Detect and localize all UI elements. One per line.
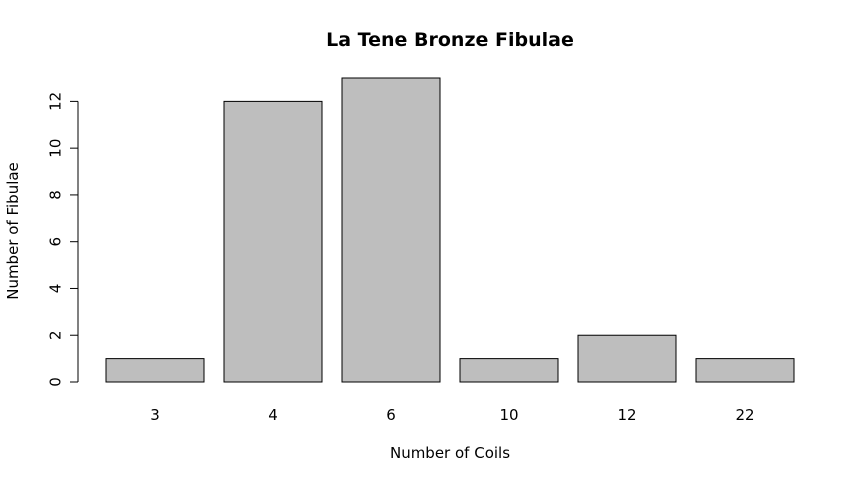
x-tick-label: 4	[268, 406, 278, 424]
y-axis-label: Number of Fibulae	[4, 162, 22, 300]
x-tick-label: 10	[499, 406, 518, 424]
x-tick-label: 3	[150, 406, 160, 424]
y-tick-label: 8	[46, 190, 64, 200]
y-tick-label: 0	[46, 377, 64, 387]
y-tick-label: 2	[46, 330, 64, 340]
y-tick-label: 12	[46, 92, 64, 111]
bar-22	[695, 358, 795, 383]
y-axis: 0 2 4 6 8 10 12	[46, 92, 79, 387]
chart-title: La Tene Bronze Fibulae	[326, 29, 574, 51]
x-axis-label: Number of Coils	[390, 444, 510, 462]
bar-12	[577, 334, 677, 383]
bar-10	[459, 358, 559, 383]
y-tick-label: 6	[46, 237, 64, 247]
x-tick-label: 22	[735, 406, 754, 424]
bar-4	[223, 100, 323, 383]
y-tick-label: 4	[46, 284, 64, 294]
bars	[105, 77, 795, 383]
bar-3	[105, 358, 205, 383]
x-tick-label: 12	[617, 406, 636, 424]
bar-6	[341, 77, 441, 383]
y-tick-label: 10	[46, 139, 64, 158]
x-tick-label: 6	[386, 406, 396, 424]
x-tick-labels: 3 4 6 10 12 22	[150, 406, 754, 424]
